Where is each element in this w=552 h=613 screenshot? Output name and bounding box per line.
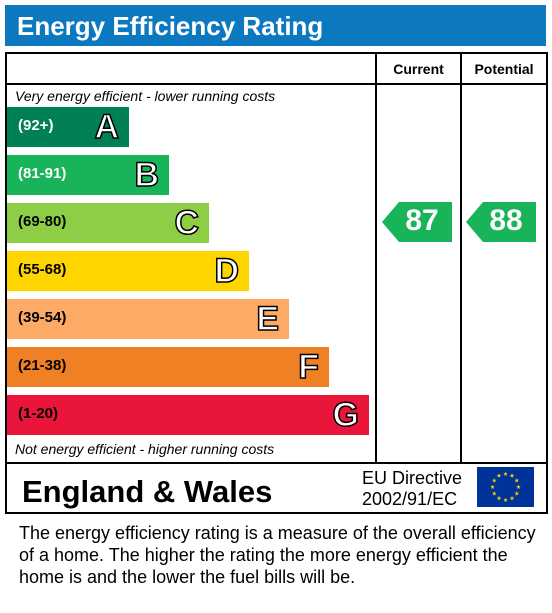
eu-star-icon [503,497,508,502]
directive-label-line2: 2002/91/EC [362,489,458,509]
band-range-label: (92+) [18,117,54,134]
eu-star-icon [491,478,497,483]
band-g: (1-20) G [7,395,369,435]
eu-flag-icon [477,467,534,507]
rating-description: The energy efficiency rating is a measur… [19,523,536,587]
column-divider-current [375,52,377,464]
eu-star-icon [514,478,520,483]
eu-star-icon [503,471,508,476]
potential-column-header: Potential [474,61,534,77]
band-range-label: (21-38) [18,357,67,374]
band-letter: B [134,155,160,195]
band-letter: D [214,251,240,291]
eu-star-icon [514,491,520,496]
band-letter: F [297,347,319,387]
band-range-label: (69-80) [18,213,67,230]
band-letter: G [332,395,360,435]
current-rating-value: 87 [405,204,439,237]
band-b: (81-91) B [7,155,169,195]
title-bar: Energy Efficiency Rating [5,5,546,46]
country-label: England & Wales [22,474,273,509]
eu-star-icon [509,473,515,478]
band-c: (69-80) C [7,203,209,243]
current-column-header: Current [393,61,444,77]
chart-title: Energy Efficiency Rating [17,11,324,41]
eu-star-icon [490,484,495,489]
footer-divider [5,462,548,464]
band-range-label: (1-20) [18,405,59,422]
band-letter: A [94,107,120,147]
band-e: (39-54) E [7,299,289,339]
band-range-label: (81-91) [18,165,67,182]
eu-star-icon [496,473,502,478]
potential-rating-arrow [466,202,536,242]
eu-star-icon [516,484,521,489]
eu-star-icon [496,495,502,501]
very-efficient-note: Very energy efficient - lower running co… [15,88,276,104]
band-d: (55-68) D [7,251,249,291]
band-letter: E [256,299,280,339]
band-a: (92+) A [7,107,129,147]
band-range-label: (55-68) [18,261,67,278]
potential-rating-value: 88 [489,204,523,237]
eu-star-icon [491,491,497,496]
not-efficient-note: Not energy efficient - higher running co… [15,441,275,457]
eu-star-icon [509,495,515,501]
current-rating-arrow [382,202,452,242]
band-range-label: (39-54) [18,309,67,326]
column-divider-potential [460,52,462,464]
directive-label-line1: EU Directive [362,468,463,488]
band-f: (21-38) F [7,347,329,387]
band-letter: C [174,203,200,243]
header-divider [5,83,548,85]
rating-frame [5,52,548,514]
